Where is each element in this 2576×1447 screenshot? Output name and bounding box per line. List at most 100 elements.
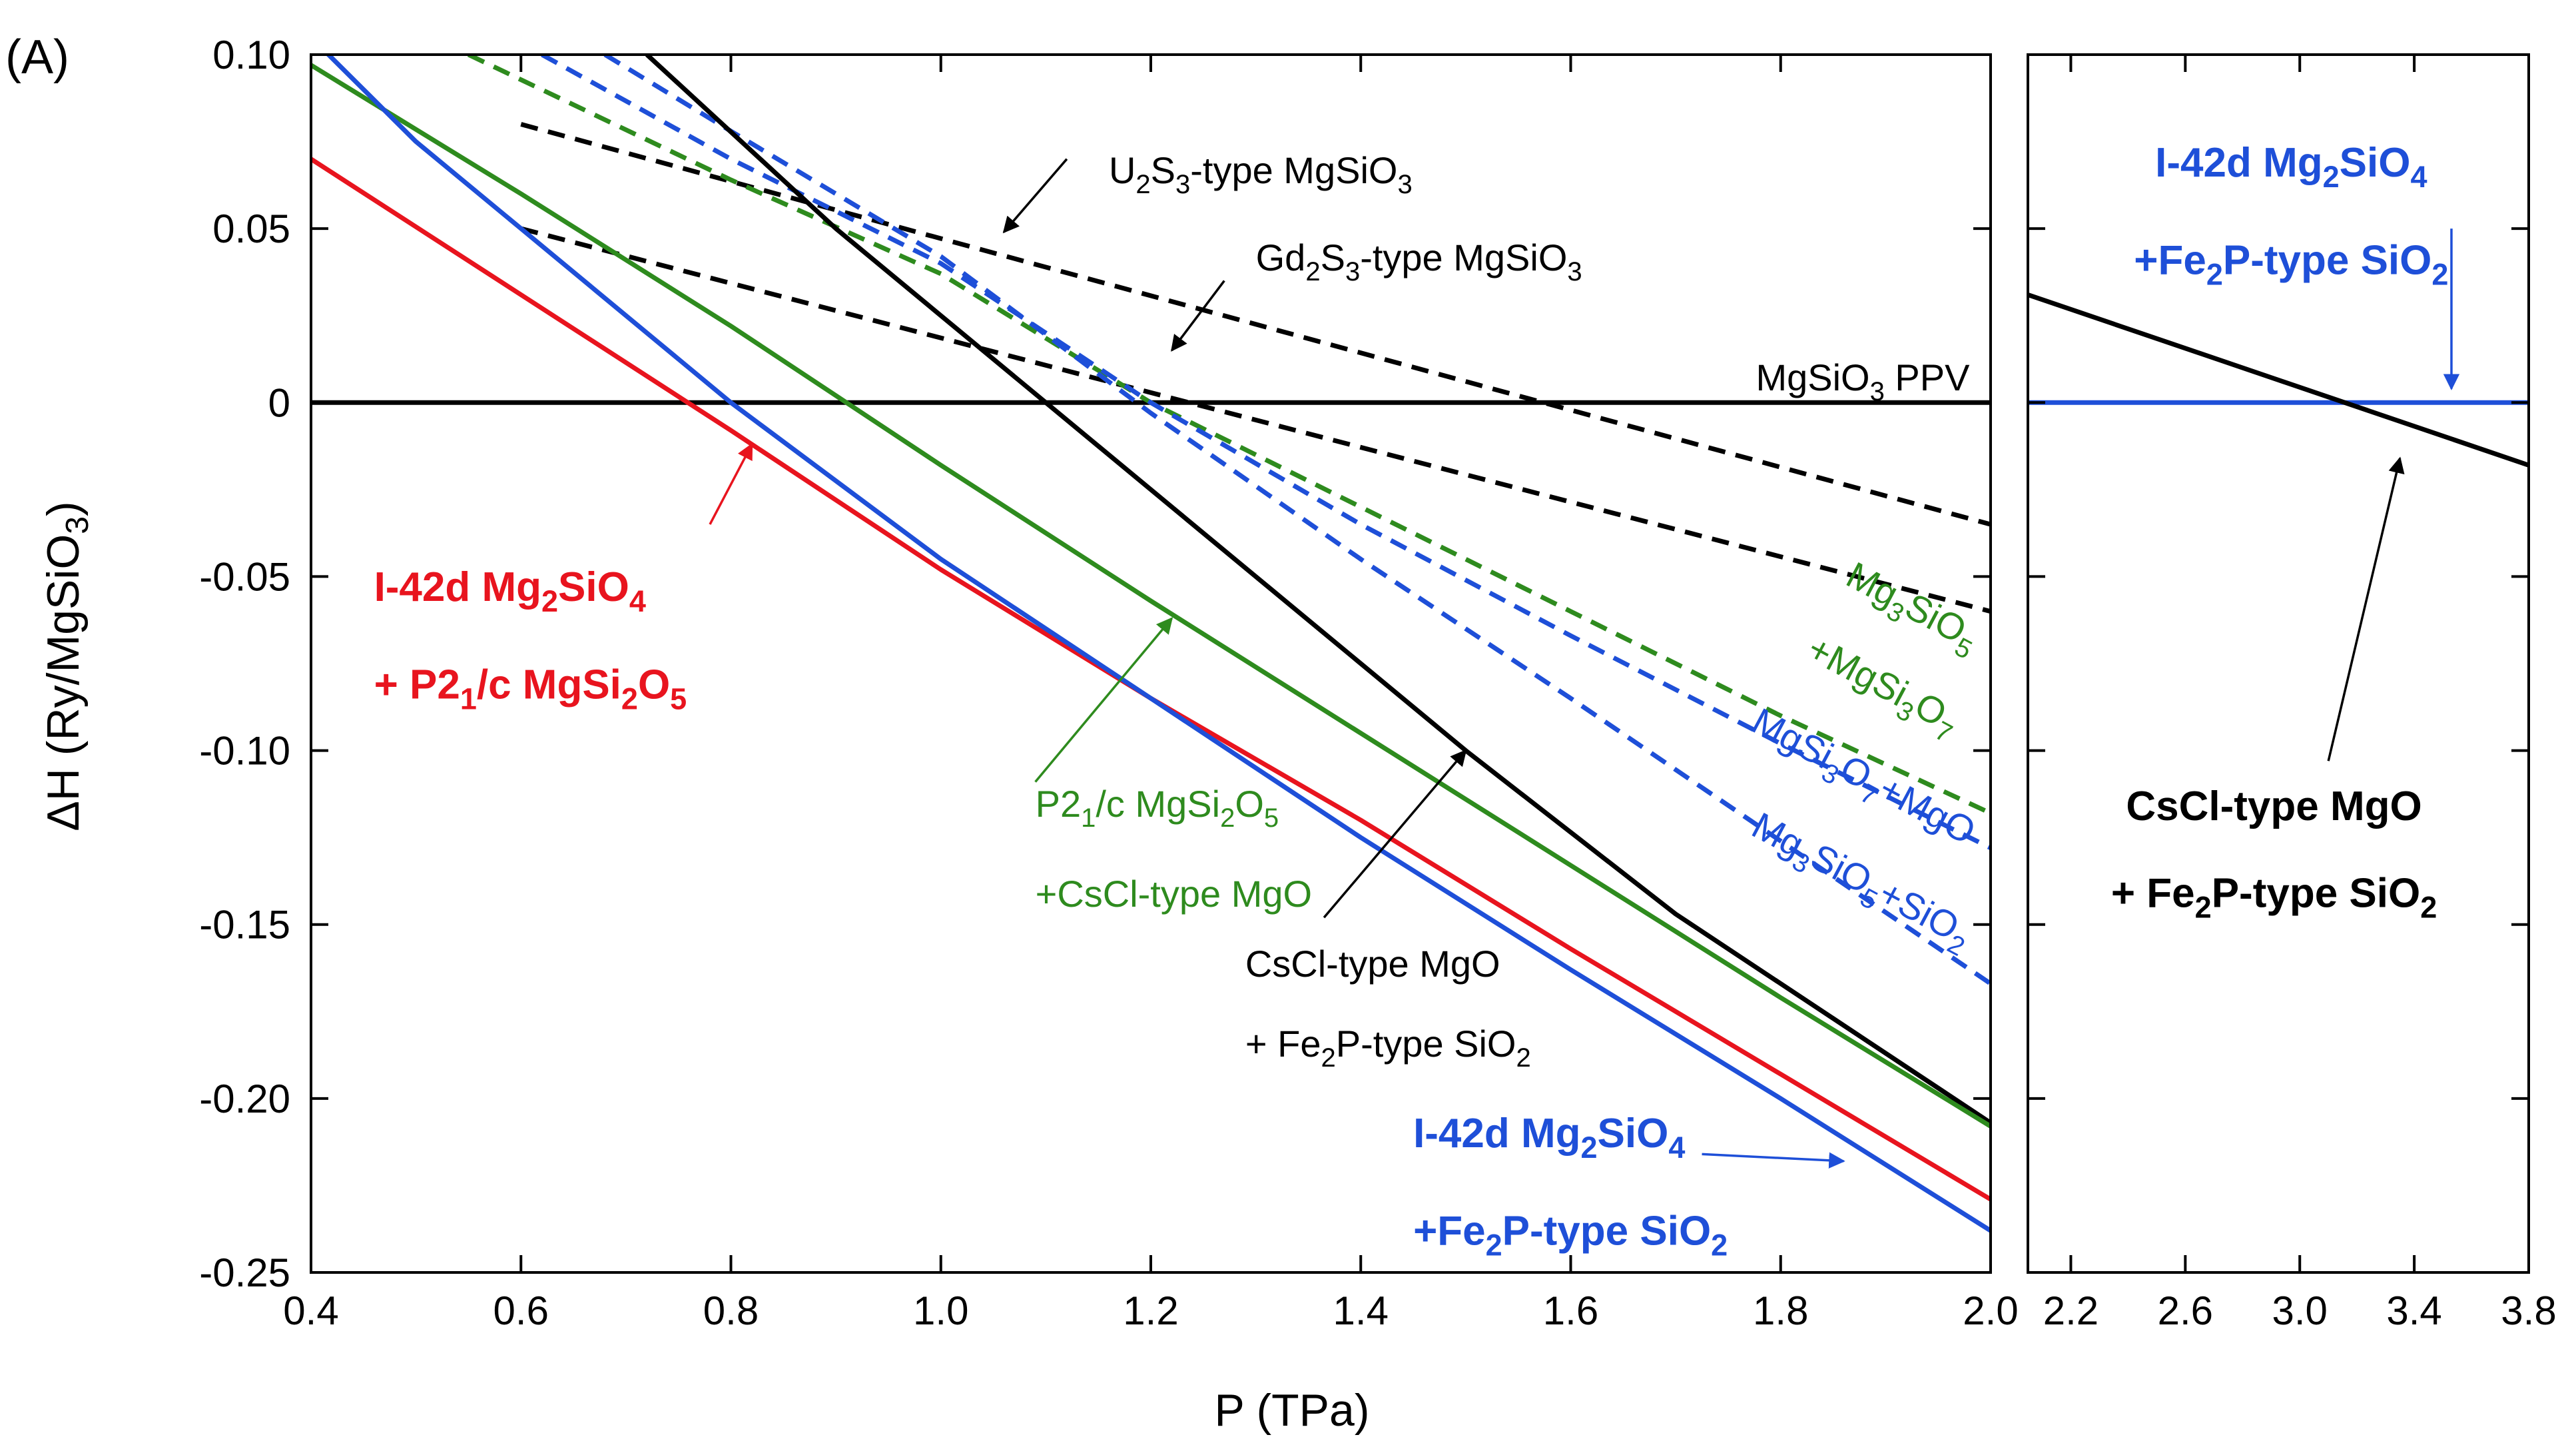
annotation-part: + P2 <box>374 662 460 708</box>
annotation-text-right_black: CsCl-type MgO + Fe2P-type SiO2 <box>2111 783 2437 925</box>
y-tick-label: 0 <box>268 380 290 425</box>
y-tick-label: -0.10 <box>199 729 290 773</box>
annotation-part: 4 <box>1668 1131 1685 1165</box>
annotation-green_p21c: P21/c MgSi2O5 +CsCl-type MgO <box>1034 617 1312 915</box>
annotation-part: SiO <box>2340 140 2411 186</box>
x-tick-label-right: 3.8 <box>2501 1288 2556 1333</box>
x-tick-label-left: 1.8 <box>1753 1288 1808 1333</box>
annotation-part: Gd <box>1256 237 1306 278</box>
y-axis-title-base: ΔH (Ry/MgSiO <box>38 534 89 831</box>
annotation-part: P-type SiO <box>2223 237 2432 283</box>
plot-frame-right <box>2027 53 2530 1274</box>
annotation-text-red: I-42d Mg2SiO4 + P21/c MgSi2O5 <box>374 564 687 716</box>
annotation-part: 2 <box>1486 1228 1502 1262</box>
series-line-left-p21-c-mgsi2o5-cscl-type-mgo <box>311 63 1991 1129</box>
annotation-arrow-black_cscl <box>1323 749 1467 919</box>
annotation-green_rot: Mg3SiO5+MgSi3O7 <box>1801 554 1977 749</box>
x-axis-title: P (TPa) <box>1214 1385 1369 1436</box>
annotation-arrow-red <box>709 442 753 525</box>
annotation-part: 3 <box>1397 170 1412 199</box>
annotation-part: O <box>638 662 670 708</box>
annotation-part: P2 <box>1036 783 1082 825</box>
series-line-left-mgsi3o7-mgo <box>541 55 1991 850</box>
annotation-u2s3: U2S3-type MgSiO3 <box>1002 149 1413 234</box>
series-line-left-u2s3-type-mgsio3 <box>520 122 1991 527</box>
annotation-part: SiO <box>558 564 629 610</box>
annotation-part: 2 <box>1220 803 1235 833</box>
annotation-arrow-u2s3 <box>1002 158 1068 234</box>
annotation-blue_bottom: I-42d Mg2SiO4 +Fe2P-type SiO2 <box>1413 1111 1845 1262</box>
y-tick-label: 0.10 <box>212 33 290 77</box>
annotation-arrow-right_black <box>2327 456 2405 761</box>
x-tick-label-left: 0.4 <box>283 1288 338 1333</box>
annotation-arrow-gd2s3 <box>1171 280 1225 352</box>
annotation-part: 2 <box>1581 1131 1598 1165</box>
series-line-left-cscl-type-mgo-fe2p-type-sio2 <box>645 55 1991 1125</box>
annotation-part: P-type SiO <box>1336 1023 1516 1065</box>
annotation-part: +CsCl-type MgO <box>1036 873 1312 915</box>
annotation-part: 5 <box>1264 803 1279 833</box>
annotation-right_black: CsCl-type MgO + Fe2P-type SiO2 <box>2111 456 2437 925</box>
annotation-part: CsCl-type MgO <box>2126 783 2421 829</box>
annotation-part: 2 <box>2195 891 2212 925</box>
annotation-part: 2 <box>1321 1043 1335 1073</box>
annotation-text-ppv: MgSiO3 PPV <box>1756 356 1970 406</box>
x-tick-label-left: 2.0 <box>1963 1288 2018 1333</box>
x-tick-label-right: 2.6 <box>2158 1288 2213 1333</box>
annotation-part: 2 <box>1711 1228 1728 1262</box>
series-line-left-mg3sio5-sio2 <box>603 55 1991 986</box>
annotation-part: 1 <box>1081 803 1096 833</box>
annotation-part: 1 <box>460 682 477 716</box>
x-tick-label-left: 1.2 <box>1123 1288 1178 1333</box>
annotation-part: O <box>1235 783 1264 825</box>
annotation-part: 2 <box>2431 257 2448 291</box>
series-line-left-gd2s3-type-mgsio3 <box>520 226 1991 614</box>
y-tick-label: -0.20 <box>199 1077 290 1121</box>
annotation-part: 3 <box>1175 170 1190 199</box>
annotation-text-blue_bottom: I-42d Mg2SiO4 +Fe2P-type SiO2 <box>1413 1111 1728 1262</box>
annotation-part: +MgO <box>1872 767 1983 852</box>
annotation-part: 2 <box>621 682 638 716</box>
annotation-part: P-type SiO <box>2212 871 2421 917</box>
annotation-ppv: MgSiO3 PPV <box>1756 356 1970 406</box>
x-tick-label-left: 0.6 <box>493 1288 549 1333</box>
annotation-text-black_cscl: CsCl-type MgO + Fe2P-type SiO2 <box>1245 943 1531 1073</box>
annotation-part: S <box>1151 149 1175 191</box>
annotation-red: I-42d Mg2SiO4 + P21/c MgSi2O5 <box>374 442 753 716</box>
annotation-text-gd2s3: Gd2S3-type MgSiO3 <box>1256 237 1582 286</box>
annotation-part: /c MgSi <box>1096 783 1220 825</box>
y-tick-label: -0.25 <box>199 1250 290 1295</box>
panel-label: (A) <box>5 31 69 84</box>
y-axis-title: ΔH (Ry/MgSiO3) <box>38 501 95 831</box>
annotation-part: SiO <box>1598 1111 1669 1157</box>
x-tick-label-left: 1.0 <box>913 1288 968 1333</box>
y-tick-label: -0.05 <box>199 554 290 599</box>
annotation-part: 2 <box>1516 1043 1531 1073</box>
x-tick-label-left: 1.4 <box>1333 1288 1389 1333</box>
annotation-part: I-42d Mg <box>374 564 541 610</box>
annotation-part: +Fe <box>1413 1208 1486 1254</box>
annotation-part: I-42d Mg <box>2155 140 2322 186</box>
x-tick-label-right: 3.0 <box>2272 1288 2328 1333</box>
annotation-part: -type MgSiO <box>1360 237 1567 278</box>
annotation-gd2s3: Gd2S3-type MgSiO3 <box>1171 237 1582 352</box>
annotation-part: U <box>1109 149 1135 191</box>
annotation-part: 2 <box>541 584 558 618</box>
annotation-part: 3 <box>1345 257 1360 286</box>
x-tick-label-left: 0.8 <box>703 1288 759 1333</box>
annotation-part: /c MgSi <box>477 662 621 708</box>
series-line-left-mg3sio5-mgsi3o7 <box>467 55 1991 815</box>
y-tick-label: -0.15 <box>199 903 290 947</box>
annotation-part: 3 <box>1870 377 1885 406</box>
annotation-part: P-type SiO <box>1502 1208 1712 1254</box>
annotation-part: 2 <box>2323 160 2340 194</box>
series-line-right-cscl-type-mgo-fe2p-type-sio2 <box>2028 292 2529 468</box>
y-axis-title-end: ) <box>38 501 89 516</box>
y-tick-label: 0.05 <box>212 207 290 251</box>
annotation-part: +Fe <box>2134 237 2206 283</box>
annotation-text-green_p21c: P21/c MgSi2O5 +CsCl-type MgO <box>1036 783 1312 915</box>
annotation-part: MgSiO <box>1756 356 1869 398</box>
annotation-part: 3 <box>1567 257 1582 286</box>
annotation-right_blue: I-42d Mg2SiO4 +Fe2P-type SiO2 <box>2134 140 2460 390</box>
